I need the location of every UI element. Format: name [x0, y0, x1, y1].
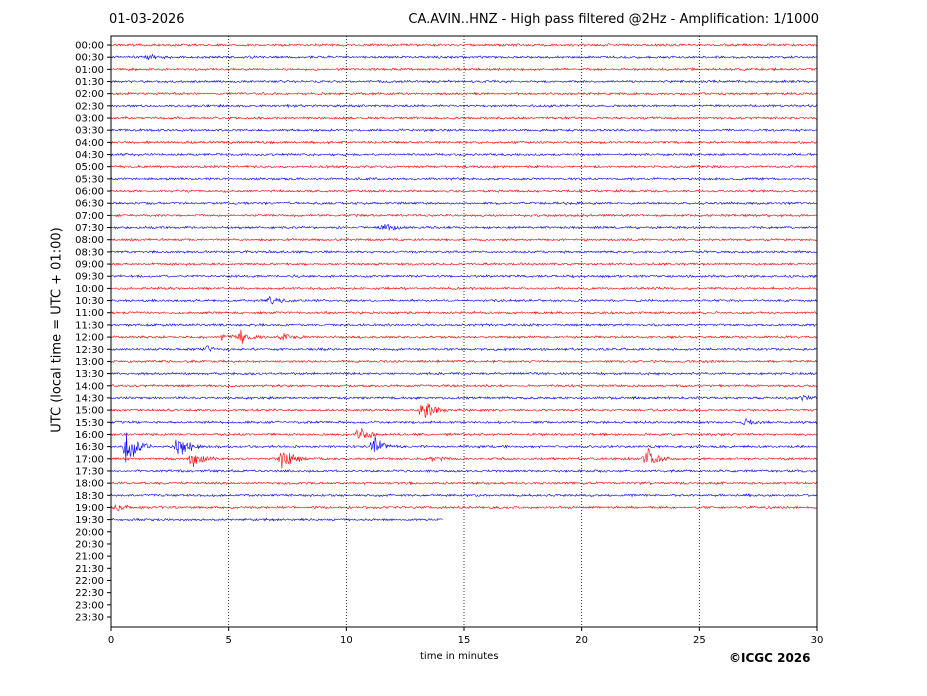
row-label-05:00: 05:00	[75, 162, 104, 173]
trace-19:30	[110, 517, 443, 522]
trace-14:30	[110, 394, 818, 402]
row-label-14:00: 14:00	[75, 381, 104, 392]
row-label-14:30: 14:30	[75, 393, 104, 404]
trace-07:00	[110, 213, 818, 218]
row-label-04:30: 04:30	[75, 150, 104, 161]
trace-06:00	[110, 188, 818, 194]
row-label-23:00: 23:00	[75, 600, 104, 611]
row-label-02:30: 02:30	[75, 101, 104, 112]
row-label-03:00: 03:00	[75, 114, 104, 125]
x-axis-label: time in minutes	[420, 651, 499, 662]
row-label-09:00: 09:00	[75, 260, 104, 271]
row-label-21:30: 21:30	[75, 564, 104, 575]
trace-03:00	[110, 115, 818, 121]
row-label-23:30: 23:30	[75, 612, 104, 623]
row-label-16:30: 16:30	[75, 442, 104, 453]
row-label-19:30: 19:30	[75, 515, 104, 526]
plot-frame	[110, 35, 818, 628]
row-label-13:30: 13:30	[75, 369, 104, 380]
row-label-05:30: 05:30	[75, 174, 104, 185]
trace-06:30	[110, 201, 818, 206]
trace-15:00	[110, 403, 818, 419]
x-tick-label-15: 15	[458, 635, 471, 646]
trace-00:30	[110, 53, 818, 61]
row-label-22:00: 22:00	[75, 576, 104, 587]
row-label-11:30: 11:30	[75, 320, 104, 331]
row-label-20:00: 20:00	[75, 527, 104, 538]
row-label-08:30: 08:30	[75, 247, 104, 258]
trace-16:00	[110, 428, 818, 439]
row-label-00:30: 00:30	[75, 53, 104, 64]
trace-13:30	[110, 371, 818, 376]
row-label-08:00: 08:00	[75, 235, 104, 246]
row-label-04:00: 04:00	[75, 138, 104, 149]
trace-13:00	[110, 359, 818, 364]
trace-08:30	[110, 249, 818, 254]
trace-03:30	[110, 128, 818, 133]
row-label-15:00: 15:00	[75, 406, 104, 417]
x-tick-label-10: 10	[340, 635, 353, 646]
trace-05:00	[110, 164, 818, 170]
row-label-01:00: 01:00	[75, 65, 104, 76]
y-axis-label: UTC (local time = UTC + 01:00)	[49, 227, 65, 433]
chart-title: CA.AVIN..HNZ - High pass filtered @2Hz -…	[408, 12, 819, 27]
row-label-10:00: 10:00	[75, 284, 104, 295]
record-date: 01-03-2026	[109, 12, 185, 27]
x-tick-label-20: 20	[575, 635, 588, 646]
row-label-09:30: 09:30	[75, 272, 104, 283]
row-label-01:30: 01:30	[75, 77, 104, 88]
row-label-20:30: 20:30	[75, 539, 104, 550]
row-label-03:30: 03:30	[75, 126, 104, 137]
row-label-16:00: 16:00	[75, 430, 104, 441]
copyright-credit: ©ICGC 2026	[729, 651, 811, 665]
x-tick-label-0: 0	[108, 635, 114, 646]
trace-14:00	[110, 383, 818, 388]
minute-axis: 0 5 10 15 20 25 30	[108, 627, 824, 646]
row-label-11:00: 11:00	[75, 308, 104, 319]
x-tick-label-5: 5	[225, 635, 231, 646]
x-tick-label-25: 25	[693, 635, 706, 646]
row-label-07:30: 07:30	[75, 223, 104, 234]
trace-15:30	[110, 418, 818, 426]
row-label-15:30: 15:30	[75, 418, 104, 429]
row-label-18:00: 18:00	[75, 479, 104, 490]
trace-08:00	[110, 237, 818, 242]
row-label-02:00: 02:00	[75, 89, 104, 100]
trace-05:30	[110, 176, 818, 182]
row-label-19:00: 19:00	[75, 503, 104, 514]
row-label-12:30: 12:30	[75, 345, 104, 356]
row-label-06:30: 06:30	[75, 199, 104, 210]
row-label-18:30: 18:30	[75, 491, 104, 502]
row-label-10:30: 10:30	[75, 296, 104, 307]
row-label-17:00: 17:00	[75, 454, 104, 465]
x-tick-label-30: 30	[811, 635, 824, 646]
row-label-12:00: 12:00	[75, 333, 104, 344]
row-label-13:00: 13:00	[75, 357, 104, 368]
time-gridlines	[228, 36, 700, 627]
row-label-06:00: 06:00	[75, 187, 104, 198]
trace-04:30	[110, 152, 818, 157]
row-label-17:30: 17:30	[75, 466, 104, 477]
row-label-22:30: 22:30	[75, 588, 104, 599]
row-label-00:00: 00:00	[75, 41, 104, 52]
row-label-07:00: 07:00	[75, 211, 104, 222]
row-label-21:00: 21:00	[75, 552, 104, 563]
